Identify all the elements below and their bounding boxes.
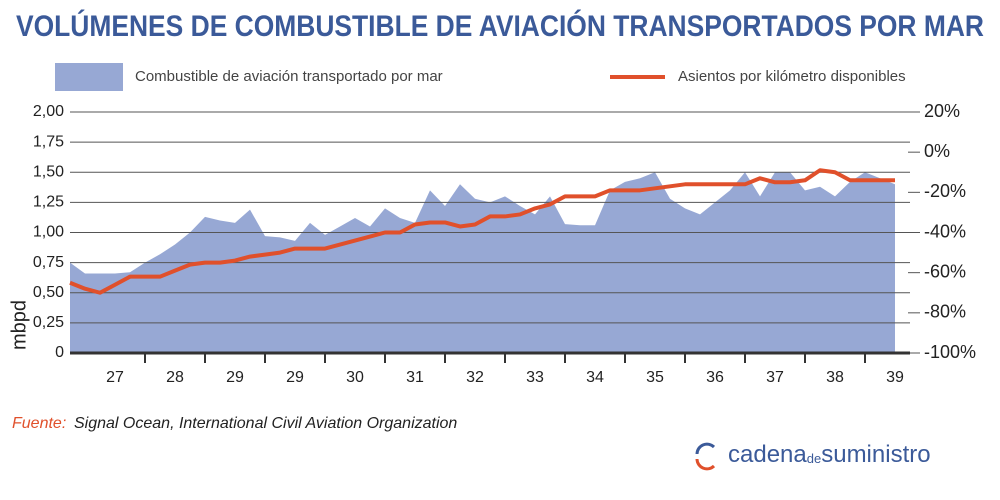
y2-tick-label: 0% <box>924 141 950 161</box>
y-tick-label: 0,25 <box>33 314 64 331</box>
y-tick-label: 1,75 <box>33 133 64 150</box>
logo-text: cadenadesuministro <box>728 441 931 468</box>
x-tick-label: 30 <box>346 369 364 386</box>
chart-title: VOLÚMENES DE COMBUSTIBLE DE AVIACIÓN TRA… <box>16 9 984 43</box>
legend-label: Combustible de aviación transportado por… <box>135 68 443 85</box>
y2-tick-label: -20% <box>924 181 966 201</box>
y2-tick-label: -60% <box>924 261 966 281</box>
y-tick-label: 0,50 <box>33 284 64 301</box>
y2-tick-label: -80% <box>924 302 966 322</box>
x-tick-label: 29 <box>286 369 304 386</box>
x-tick-label: 28 <box>166 369 184 386</box>
x-tick-label: 29 <box>226 369 244 386</box>
logo-end: suministro <box>821 441 930 468</box>
x-tick-label: 35 <box>646 369 664 386</box>
source-label: Fuente: <box>12 415 66 432</box>
x-tick-label: 36 <box>706 369 724 386</box>
y-tick-label: 1,00 <box>33 224 64 241</box>
y2-tick-label: 20% <box>924 101 960 121</box>
x-tick-label: 39 <box>886 369 904 386</box>
y-tick-label: 0 <box>55 344 64 361</box>
y-axis-label: mbpd <box>8 300 30 350</box>
x-tick-label: 27 <box>106 369 124 386</box>
logo-small: de <box>807 451 821 466</box>
y-tick-label: 2,00 <box>33 103 64 120</box>
x-tick-label: 38 <box>826 369 844 386</box>
x-tick-label: 34 <box>586 369 604 386</box>
y-tick-label: 0,75 <box>33 254 64 271</box>
legend-label: Asientos por kilómetro disponibles <box>678 68 906 85</box>
y-tick-label: 1,50 <box>33 163 64 180</box>
logo-icon <box>695 442 716 471</box>
x-tick-label: 31 <box>406 369 424 386</box>
x-tick-label: 33 <box>526 369 544 386</box>
y2-tick-label: -40% <box>924 221 966 241</box>
logo-main: cadena <box>728 441 807 468</box>
legend-swatch <box>55 63 123 91</box>
y-tick-label: 1,25 <box>33 194 64 211</box>
line <box>69 168 895 295</box>
x-tick-label: 37 <box>766 369 784 386</box>
source: Signal Ocean, International Civil Aviati… <box>74 415 457 432</box>
x-tick-label: 32 <box>466 369 484 386</box>
y2-tick-label: -100% <box>924 342 976 362</box>
